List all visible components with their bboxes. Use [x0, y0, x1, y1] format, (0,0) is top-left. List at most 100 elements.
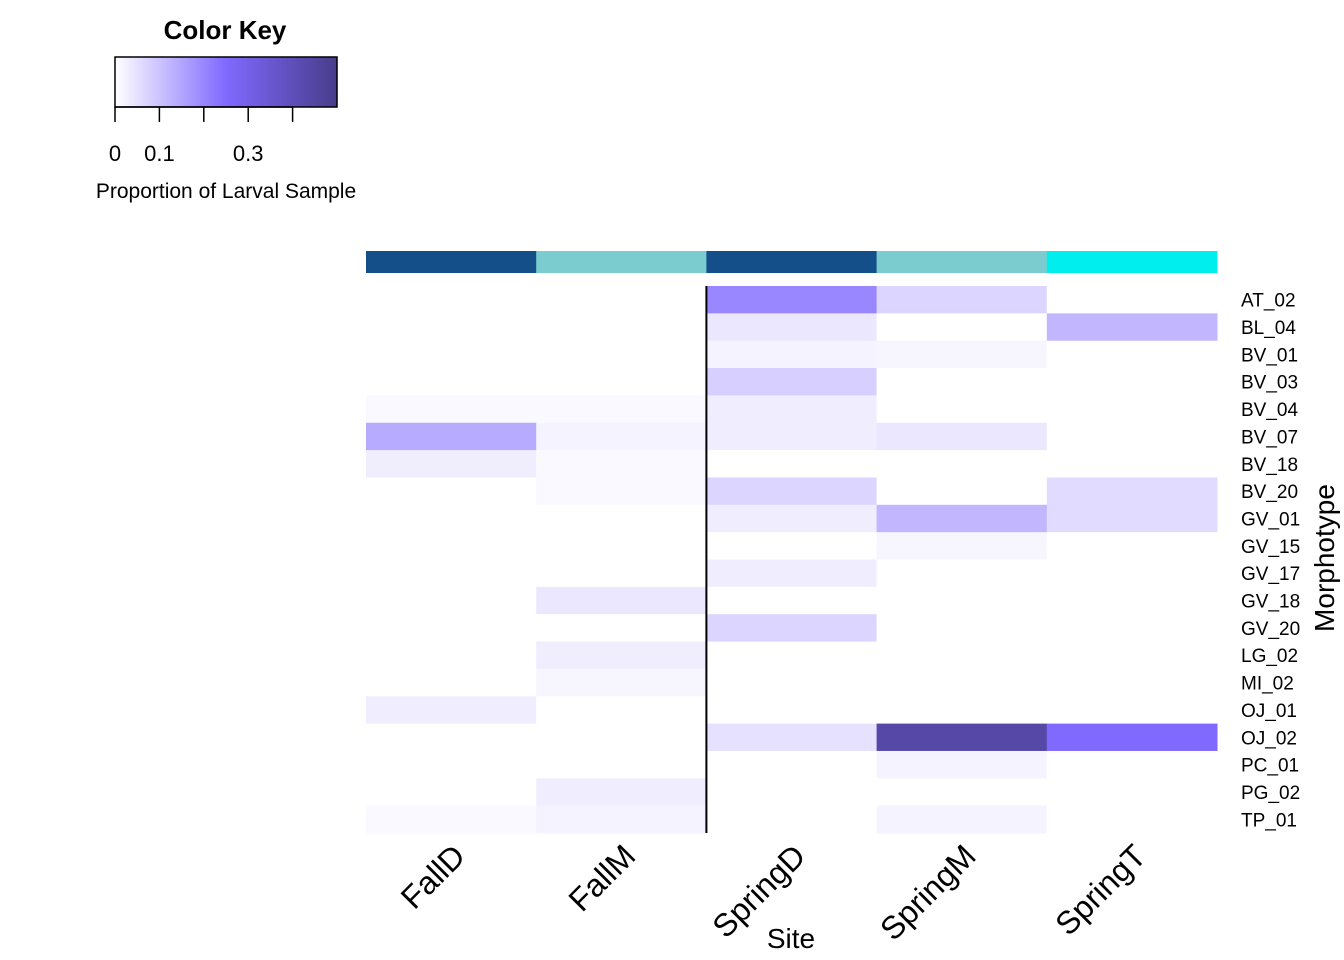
heatmap-cell [706, 340, 878, 369]
heatmap-cell [706, 668, 878, 697]
row-label: GV_18 [1241, 592, 1300, 613]
row-label: GV_15 [1241, 537, 1300, 558]
heatmap-cell [706, 696, 878, 725]
column-side-color-FallD [366, 251, 537, 273]
heatmap-cell [536, 750, 707, 779]
y-axis-title: Morphotype [1309, 484, 1340, 632]
heatmap-cell [366, 723, 537, 752]
row-label: AT_02 [1241, 291, 1296, 312]
heatmap-cell [706, 778, 878, 807]
row-label: PC_01 [1241, 756, 1299, 777]
heatmap-cell [876, 723, 1048, 752]
heatmap-cell [536, 340, 707, 369]
heatmap-cell [1046, 778, 1218, 807]
heatmap-cell [706, 805, 878, 834]
heatmap-cell [366, 805, 537, 834]
heatmap-cell [876, 641, 1048, 670]
color-key-ticks: 0 0.1 0.3 [109, 106, 294, 166]
heatmap-cell [876, 450, 1048, 478]
row-label: BV_18 [1241, 455, 1298, 476]
heatmap-cell [876, 532, 1048, 560]
heatmap-cell [706, 614, 878, 643]
column-side-colors [366, 251, 1218, 273]
column-label: SpringM [873, 837, 983, 947]
heatmap-cell [366, 477, 537, 506]
row-label: GV_01 [1241, 509, 1300, 530]
heatmap-cell [536, 805, 707, 834]
row-label: BV_03 [1241, 373, 1298, 394]
heatmap-cell [706, 559, 878, 588]
heatmap-cell [536, 450, 707, 478]
heatmap-cell [366, 778, 537, 807]
heatmap-cell [1046, 477, 1218, 506]
heatmap-cell [876, 313, 1048, 342]
heatmap-cell [366, 559, 537, 588]
heatmap-cell [876, 395, 1048, 424]
heatmap-cell [366, 696, 537, 725]
heatmap-cell [706, 450, 878, 478]
heatmap-cell [876, 477, 1048, 506]
heatmap-cell [366, 286, 537, 314]
heatmap-cell [876, 668, 1048, 697]
row-label: BV_01 [1241, 345, 1298, 366]
heatmap-cell [1046, 805, 1218, 834]
heatmap-cell [706, 723, 878, 752]
color-key-tick-label: 0 [109, 141, 121, 166]
heatmap-cell [1046, 422, 1218, 451]
heatmap-cell [876, 778, 1048, 807]
heatmap-cell [366, 368, 537, 396]
row-label: TP_01 [1241, 810, 1297, 831]
column-side-color-SpringT [1046, 251, 1218, 273]
heatmap-cell [536, 586, 707, 615]
heatmap-cell [536, 559, 707, 588]
heatmap-cell [536, 641, 707, 670]
heatmap-cell [366, 532, 537, 560]
heatmap-cell [366, 641, 537, 670]
heatmap-cell [706, 368, 878, 396]
row-label: OJ_01 [1241, 701, 1297, 722]
heatmap-cell [1046, 340, 1218, 369]
heatmap-cell [1046, 641, 1218, 670]
color-key-gradient [114, 56, 338, 108]
heatmap-cell [536, 532, 707, 560]
heatmap-cell [706, 286, 878, 314]
heatmap-cell [536, 313, 707, 342]
column-label: FallD [394, 837, 472, 915]
heatmap-cell [706, 641, 878, 670]
row-label: GV_20 [1241, 619, 1300, 640]
heatmap-cell [1046, 586, 1218, 615]
heatmap-cell [366, 614, 537, 643]
color-key-tick-label: 0.1 [144, 141, 175, 166]
heatmap-cell [536, 778, 707, 807]
heatmap-cell [1046, 368, 1218, 396]
heatmap-cell [706, 532, 878, 560]
heatmap-cell [366, 395, 537, 424]
heatmap-cell [876, 805, 1048, 834]
heatmap-cell [876, 340, 1048, 369]
heatmap-cell [876, 696, 1048, 725]
heatmap-cell [1046, 614, 1218, 643]
column-label: SpringT [1048, 837, 1153, 942]
heatmap-cell [1046, 450, 1218, 478]
heatmap-cell [706, 422, 878, 451]
heatmap-cell [366, 450, 537, 478]
column-side-color-SpringM [876, 251, 1048, 273]
heatmap-cell [536, 286, 707, 314]
row-label: BV_04 [1241, 400, 1298, 421]
heatmap-cell [1046, 559, 1218, 588]
column-label: FallM [561, 837, 642, 918]
heatmap-cell [706, 586, 878, 615]
row-label: LG_02 [1241, 646, 1298, 667]
heatmap-cell [876, 559, 1048, 588]
heatmap-cell [366, 422, 537, 451]
row-label: GV_17 [1241, 564, 1300, 585]
heatmap-cell [366, 340, 537, 369]
heatmap-cell [366, 313, 537, 342]
row-label: OJ_02 [1241, 728, 1297, 749]
color-key-tick-label: 0.3 [233, 141, 264, 166]
row-labels: AT_02 BL_04 BV_01 BV_03 BV_04 BV_07 BV_18 BV_20… [1241, 291, 1300, 832]
heatmap-cell [1046, 395, 1218, 424]
heatmap-cell [366, 504, 537, 533]
heatmap-cell [536, 395, 707, 424]
heatmap-cell [876, 586, 1048, 615]
